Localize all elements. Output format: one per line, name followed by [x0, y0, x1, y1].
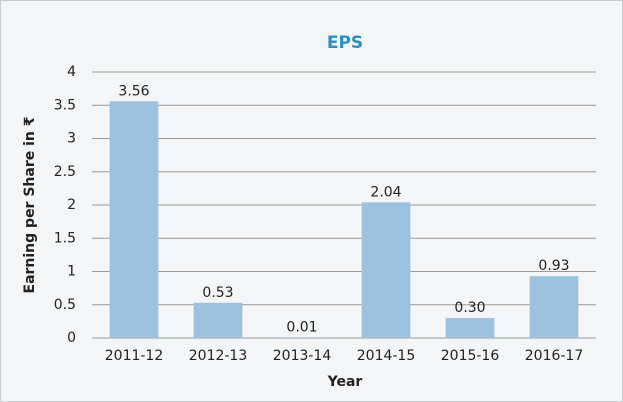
y-tick-label: 2.5 [54, 164, 76, 180]
bar [277, 337, 327, 338]
data-label: 2.04 [370, 184, 401, 200]
x-axis-label: Year [327, 374, 363, 390]
x-tick-label: 2012-13 [189, 348, 248, 364]
y-axis-label: Earning per Share in ₹ [22, 116, 38, 293]
data-label: 3.56 [118, 83, 149, 99]
data-label: 0.30 [454, 300, 485, 316]
bar [445, 318, 495, 338]
y-tick-label: 4 [67, 64, 76, 80]
data-label: 0.53 [202, 285, 233, 301]
data-label: 0.93 [538, 258, 569, 274]
bar [193, 302, 243, 338]
bar [529, 276, 579, 338]
data-label: 0.01 [286, 319, 317, 335]
y-tick-label: 2 [67, 197, 76, 213]
x-tick-label: 2011-12 [105, 348, 164, 364]
bar [361, 202, 411, 338]
chart-title: EPS [327, 33, 363, 53]
y-tick-label: 3.5 [54, 97, 76, 113]
y-tick-label: 1 [67, 264, 76, 280]
y-tick-label: 0 [67, 330, 76, 346]
x-tick-label: 2014-15 [357, 348, 416, 364]
y-tick-label: 1.5 [54, 230, 76, 246]
bar [109, 101, 159, 338]
y-tick-label: 3 [67, 131, 76, 147]
x-tick-label: 2013-14 [273, 348, 332, 364]
x-tick-label: 2015-16 [441, 348, 500, 364]
x-tick-label: 2016-17 [525, 348, 584, 364]
y-tick-label: 0.5 [54, 297, 76, 313]
